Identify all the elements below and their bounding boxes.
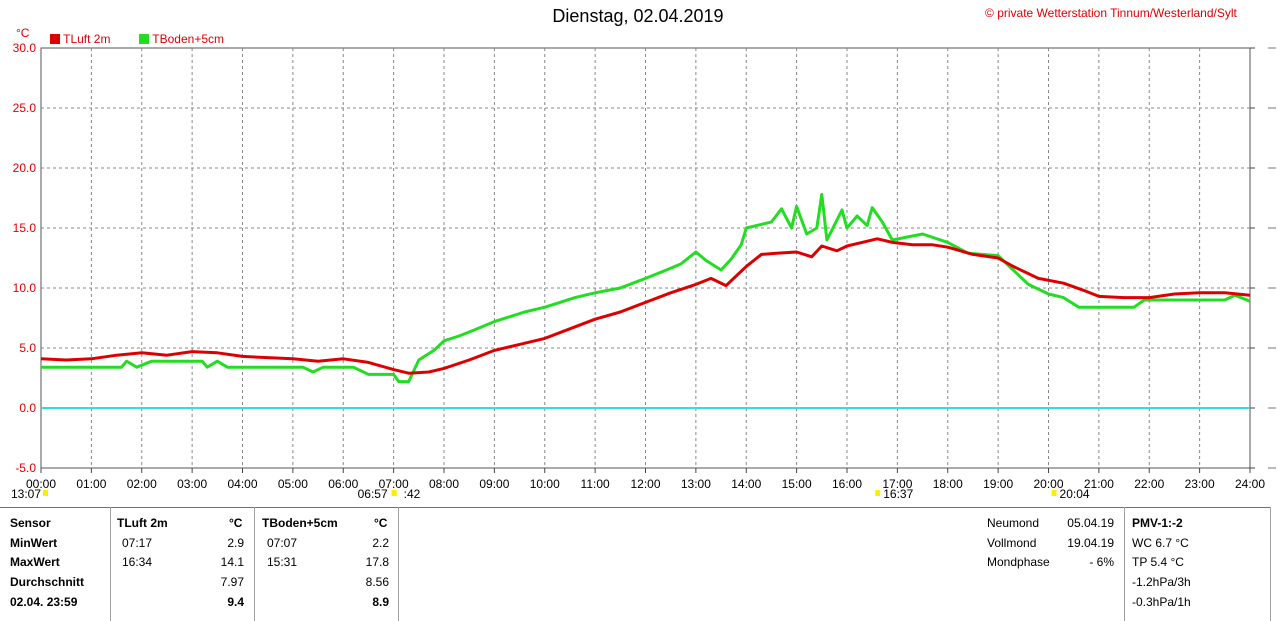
station-name: private Wetterstation Tinnum/Westerland/… [997,6,1237,20]
y-tick-label: -5.0 [15,461,36,475]
legend-label-tluft: TLuft 2m [63,32,111,46]
series-layer [40,192,1251,409]
avg-tboden-value: 8.56 [365,575,389,589]
tboden-header: TBoden+5cm [262,516,338,530]
x-tick-label: 11:00 [581,477,610,491]
max-tluft-value: 14.1 [220,555,244,569]
max-tboden-value: 17.8 [365,555,389,569]
tluft-unit-header: °C [229,516,243,530]
tboden-unit-header: °C [374,516,388,530]
x-tick-label: 16:00 [832,477,862,491]
x-tick-label: 12:00 [630,477,660,491]
min-tluft-time: 07:17 [122,536,153,550]
min-tboden-time: 07:07 [267,536,298,550]
y-tick-label: 20.0 [13,161,37,175]
x-tick-label: 02:00 [127,477,157,491]
x-tick-label: 04:00 [227,477,257,491]
x-tick-label: 13:00 [681,477,711,491]
pmv-tp: TP 5.4 °C [1132,555,1184,569]
y-tick-label: 5.0 [19,341,36,355]
pmv-title: PMV-1:-2 [1132,516,1183,530]
avg-tluft-value: 7.97 [220,575,244,589]
x-tick-label: 07:00 [379,477,409,491]
series-line-tboden-5cm [41,192,1251,384]
series-line-tluft-2m [40,237,1251,375]
time-marker-label: 06:57 [358,487,388,501]
pmv-wc: WC 6.7 °C [1132,536,1189,550]
moon-value-full: 19.04.19 [1067,536,1114,550]
copyright-symbol: © [985,6,994,20]
row-label-max: MaxWert [10,555,60,569]
time-marker-icon [43,490,48,496]
row-label-avg: Durchschnitt [10,575,85,589]
legend-swatch-tboden [139,34,150,44]
time-marker-icon [391,490,397,496]
time-marker-label: :42 [404,487,421,501]
x-tick-label: 09:00 [479,477,509,491]
x-tick-label: 00:00 [26,477,56,491]
x-tick-label: 10:00 [530,477,560,491]
x-tick-label: 01:00 [76,477,106,491]
min-tluft-value: 2.9 [227,536,244,550]
chart-title: Dienstag, 02.04.2019 [552,6,724,26]
x-tick-label: 22:00 [1134,477,1164,491]
x-tick-label: 20:00 [1033,477,1063,491]
moon-label-full: Vollmond [987,536,1037,550]
row-label-current: 02.04. 23:59 [10,595,78,609]
y-tick-label: 0.0 [19,401,36,415]
min-tboden-value: 2.2 [372,536,389,550]
moon-value-new: 05.04.19 [1067,516,1114,530]
temperature-chart: 00:00 01:00 02:00 03:00 04:00 05:00 06:00 07:00… [11,41,1276,501]
x-tick-label: 06:00 [328,477,358,491]
x-tick-label: 24:00 [1235,477,1265,491]
y-tick-label: 10.0 [13,281,37,295]
y-tick-label: 30.0 [13,41,37,55]
legend-label-tboden: TBoden+5cm [152,32,225,46]
axis-layer: 00:00 01:00 02:00 03:00 04:00 05:00 06:00 07:00… [11,41,1276,501]
pmv-pressure-3h: -1.2hPa/3h [1132,575,1191,589]
x-tick-label: 14:00 [731,477,761,491]
x-tick-label: 18:00 [933,477,963,491]
x-tick-label: 17:00 [882,477,912,491]
pmv-pressure-1h: -0.3hPa/1h [1132,595,1191,609]
y-unit-label: °C [16,26,30,40]
x-tick-label: 15:00 [782,477,812,491]
time-marker-label: 20:04 [1060,487,1090,501]
x-tick-label: 19:00 [983,477,1013,491]
legend-swatch-tluft [50,34,60,44]
moon-label-phase: Mondphase [987,555,1050,569]
x-tick-label: 03:00 [177,477,207,491]
legend: TLuft 2m TBoden+5cm [50,32,224,46]
y-tick-label: 15.0 [13,221,37,235]
time-marker-icon [1051,490,1057,496]
moon-value-phase: - 6% [1089,555,1114,569]
max-tluft-time: 16:34 [122,555,153,569]
y-tick-label: 25.0 [13,101,37,115]
x-tick-label: 21:00 [1084,477,1114,491]
sensor-header: Sensor [10,516,51,530]
time-marker-icon [875,490,881,496]
max-tboden-time: 15:31 [267,555,298,569]
x-tick-label: 23:00 [1185,477,1215,491]
time-marker-label: 13:07 [11,487,41,501]
current-tluft-value: 9.4 [227,595,244,609]
row-label-min: MinWert [10,536,58,550]
station-credit: © private Wetterstation Tinnum/Westerlan… [985,6,1237,20]
grid-layer [40,47,1251,469]
tluft-header: TLuft 2m [117,516,168,530]
time-marker-label: 16:37 [883,487,913,501]
current-tboden-value: 8.9 [372,595,389,609]
x-tick-label: 05:00 [278,477,308,491]
x-tick-label: 08:00 [429,477,459,491]
stats-panel: Sensor TLuft 2m °C TBoden+5cm °C MinWert… [0,505,1280,621]
moon-label-new: Neumond [987,516,1040,530]
